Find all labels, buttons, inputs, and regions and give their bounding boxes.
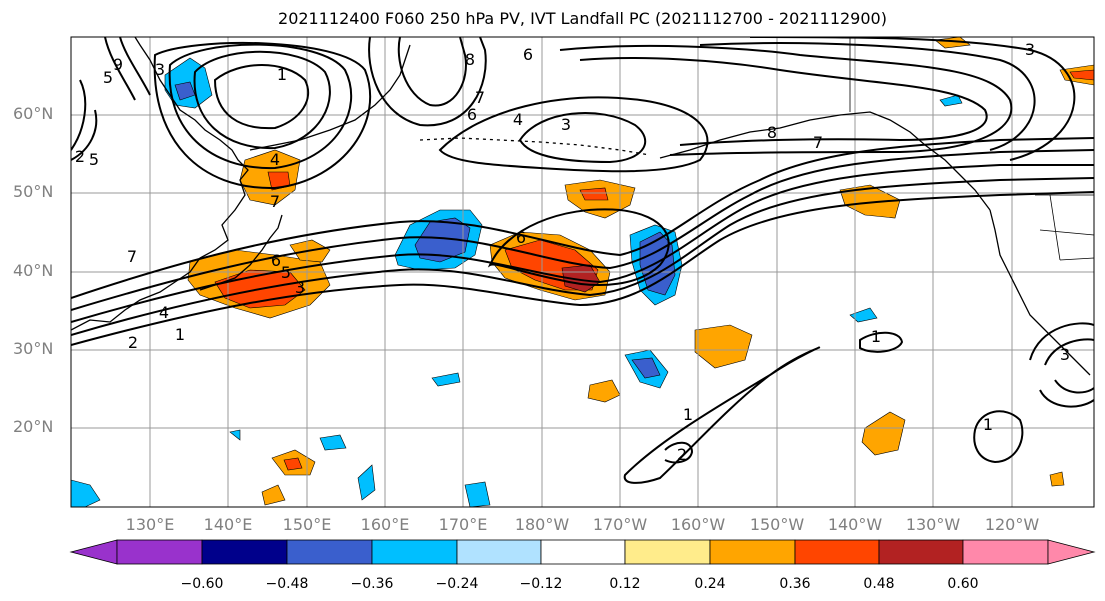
colorbar-tick-label: −0.36 [350,576,394,592]
negative-anomaly [71,479,101,507]
contour-labels: 9 5 3 1 6 8 6 7 4 3 8 7 3 2 5 4 7 7 6 5 … [75,40,1070,464]
lon-label: 170°W [592,515,648,534]
contour-label: 7 [475,88,485,107]
contour-label: 6 [271,251,281,270]
map-frame [70,36,1095,508]
contour-label: 7 [270,192,280,211]
positive-anomaly [1069,69,1094,81]
contour-label: 9 [113,55,123,74]
lat-label: 30°N [13,339,54,358]
colorbar-bin [456,539,542,565]
coastlines [71,37,1094,376]
lon-label: 150°W [749,515,805,534]
lat-label: 60°N [13,104,54,123]
lat-label: 50°N [13,182,54,201]
lon-label: 160°W [670,515,726,534]
colorbar-tick-label: −0.48 [265,576,309,592]
contour-label: 1 [277,65,287,84]
lon-label: 120°W [984,515,1040,534]
contour-label: 3 [561,115,571,134]
lon-label: 130°W [905,515,961,534]
aleutians [419,137,651,156]
lon-label: 170°E [438,515,488,534]
negative-anomaly [229,429,241,441]
contour-label: 3 [1060,345,1070,364]
colorbar-bin [878,539,964,565]
contour-label: 3 [1025,40,1035,59]
colorbar-bin [371,539,458,565]
colorbar-bin [116,539,203,565]
colorbar-tick-label: −0.12 [519,576,563,592]
colorbar-extend-low [69,539,118,565]
colorbar-tick-label: 0.24 [694,576,726,592]
colorbar-bin [962,539,1049,565]
negative-anomaly [357,464,376,501]
colorbar-bin [624,539,711,565]
contour-label: 5 [89,150,99,169]
lat-label: 20°N [13,417,54,436]
lon-label: 180°W [514,515,570,534]
lon-label: 140°E [203,515,253,534]
contour-label: 1 [871,327,881,346]
lon-label: 130°E [125,515,175,534]
alaska-coastline [659,111,991,211]
contour-label: 1 [983,415,993,434]
colorbar-bin [201,539,288,565]
contour-label: 6 [467,105,477,124]
colorbar-bin [540,539,626,565]
contour-label: 3 [295,278,305,297]
contour-label: 8 [465,50,475,69]
contour-label: 1 [175,325,185,344]
contour-label: 1 [683,405,693,424]
contour-label: 5 [281,263,291,282]
contour-label: 4 [513,110,523,129]
positive-anomaly [283,457,303,471]
colorbar-bin [286,539,373,565]
contour-label: 2 [128,333,138,352]
contour-label: 6 [523,45,533,64]
contour-label: 7 [813,133,823,152]
contour-label: 2 [75,147,85,166]
colorbar-tick-label: 0.60 [947,576,979,592]
lon-label: 150°E [282,515,332,534]
positive-anomaly [861,411,906,456]
colorbar-tick-label: 0.48 [863,576,895,592]
positive-anomaly [579,187,609,201]
contour-label: 5 [103,68,113,87]
north-america-coastline [989,209,1091,376]
colorbar [69,539,1096,565]
contour-label: 4 [159,303,169,322]
negative-anomaly [939,94,963,107]
negative-anomaly [631,357,661,379]
contour-label: 2 [677,445,687,464]
us-borders [1035,194,1094,261]
lon-label: 140°W [827,515,883,534]
positive-anomaly [694,324,753,369]
positive-anomaly [1049,471,1065,487]
negative-anomaly [431,372,461,387]
colorbar-tick-label: −0.24 [435,576,479,592]
lat-label: 40°N [13,261,54,280]
positive-anomaly [261,484,286,506]
contour-label: 6 [516,228,526,247]
contour-label: 3 [155,60,165,79]
colorbar-bin [709,539,796,565]
colorbar-tick-label: 0.12 [609,576,641,592]
contour-label: 8 [767,123,777,142]
colorbar-bin [794,539,880,565]
map-title: 2021112400 F060 250 hPa PV, IVT Landfall… [278,9,887,28]
contour-label: 7 [127,247,137,266]
negative-anomaly [319,434,347,451]
negative-anomaly [464,481,491,507]
positive-anomaly [587,379,621,403]
colorbar-tick-label: 0.36 [779,576,811,592]
lon-label: 160°E [360,515,410,534]
kamchatka-coastline [249,44,411,151]
contour-label: 4 [270,150,280,169]
colorbar-tick-label: −0.60 [180,576,224,592]
colorbar-extend-high [1047,539,1096,565]
